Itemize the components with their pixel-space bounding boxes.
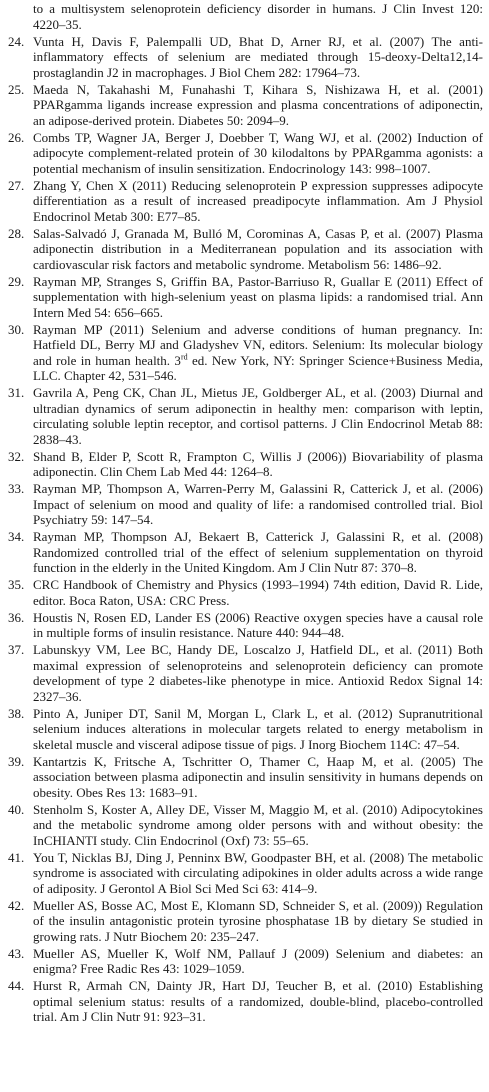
reference: 34. Rayman MP, Thompson AJ, Bekaert B, Ca… [8, 529, 483, 576]
reference-number: 31. [8, 385, 25, 400]
reference: 36. Houstis N, Rosen ED, Lander ES (2006)… [8, 610, 483, 641]
reference-text: Rayman MP, Thompson AJ, Bekaert B, Catte… [33, 529, 483, 576]
reference-list: to a multisystem selenoprotein deficienc… [8, 1, 483, 1025]
reference-number: 32. [8, 448, 25, 464]
reference-number: 42. [8, 897, 25, 913]
reference-text-part: Mueller AS, Mueller K, Wolf NM, Pallauf … [33, 945, 483, 977]
reference-number: 33. [8, 481, 25, 496]
reference-number: 38. [8, 705, 25, 721]
reference-continuation: to a multisystem selenoprotein deficienc… [33, 1, 483, 32]
superscript: rd [180, 352, 188, 362]
reference: 40. Stenholm S, Koster A, Alley DE, Visse… [8, 802, 483, 849]
reference-number: 28. [8, 225, 25, 241]
reference-text-part: Pinto A, Juniper DT, Sanil M, Morgan L, … [33, 705, 483, 752]
reference-text-part: Vunta H, Davis F, Palempalli UD, Bhat D,… [33, 33, 483, 80]
reference: 26. Combs TP, Wagner JA, Berger J, Doebbe… [8, 130, 483, 177]
reference-text-part: Kantartzis K, Fritsche A, Tschritter O, … [33, 753, 483, 800]
reference-number: 25. [8, 81, 25, 97]
reference-text: Rayman MP, Thompson A, Warren-Perry M, G… [33, 481, 483, 528]
reference-number: 43. [8, 945, 25, 961]
reference-number: 36. [8, 609, 25, 625]
reference-text: Kantartzis K, Fritsche A, Tschritter O, … [33, 754, 483, 801]
reference: 31. Gavrila A, Peng CK, Chan JL, Mietus J… [8, 385, 483, 447]
reference: 33. Rayman MP, Thompson A, Warren-Perry M… [8, 481, 483, 528]
reference: 43. Mueller AS, Mueller K, Wolf NM, Palla… [8, 946, 483, 977]
reference-text: Mueller AS, Mueller K, Wolf NM, Pallauf … [33, 946, 483, 977]
reference-text-part: Zhang Y, Chen X (2011) Reducing selenopr… [33, 177, 483, 224]
reference-number: 24. [8, 33, 25, 49]
reference-number: 26. [8, 129, 25, 145]
reference-number: 40. [8, 801, 25, 817]
reference-text: CRC Handbook of Chemistry and Physics (1… [33, 577, 483, 608]
reference-text: Vunta H, Davis F, Palempalli UD, Bhat D,… [33, 34, 483, 81]
reference-text-part: Shand B, Elder P, Scott R, Frampton C, W… [33, 448, 483, 480]
reference: 35. CRC Handbook of Chemistry and Physics… [8, 577, 483, 608]
reference-text: Rayman MP (2011) Selenium and adverse co… [33, 322, 483, 384]
reference-text-part: Rayman MP, Thompson A, Warren-Perry M, G… [33, 481, 483, 527]
reference-text: Houstis N, Rosen ED, Lander ES (2006) Re… [33, 610, 483, 641]
reference-text-part: Combs TP, Wagner JA, Berger J, Doebber T… [33, 129, 483, 176]
reference-text: Combs TP, Wagner JA, Berger J, Doebber T… [33, 130, 483, 177]
reference-number: 37. [8, 642, 25, 657]
reference-text-part: Maeda N, Takahashi M, Funahashi T, Kihar… [33, 81, 483, 128]
reference-text: Rayman MP, Stranges S, Griffin BA, Pasto… [33, 274, 483, 321]
reference-text: Mueller AS, Bosse AC, Most E, Klomann SD… [33, 898, 483, 945]
reference-number: 44. [8, 978, 25, 993]
reference-number: 41. [8, 849, 25, 865]
reference: 29. Rayman MP, Stranges S, Griffin BA, Pa… [8, 274, 483, 321]
reference: 32. Shand B, Elder P, Scott R, Frampton C… [8, 449, 483, 480]
reference: 41. You T, Nicklas BJ, Ding J, Penninx BW… [8, 850, 483, 897]
reference: 24. Vunta H, Davis F, Palempalli UD, Bhat… [8, 34, 483, 81]
reference: 38. Pinto A, Juniper DT, Sanil M, Morgan … [8, 706, 483, 753]
reference-text: Pinto A, Juniper DT, Sanil M, Morgan L, … [33, 706, 483, 753]
reference-number: 29. [8, 273, 25, 289]
reference: 28. Salas-Salvadó J, Granada M, Bulló M, … [8, 226, 483, 273]
reference-number: 30. [8, 321, 25, 337]
reference-text-part: You T, Nicklas BJ, Ding J, Penninx BW, G… [33, 849, 483, 896]
reference-text: Hurst R, Armah CN, Dainty JR, Hart DJ, T… [33, 978, 483, 1025]
reference-text: Gavrila A, Peng CK, Chan JL, Mietus JE, … [33, 385, 483, 447]
reference: 42. Mueller AS, Bosse AC, Most E, Klomann… [8, 898, 483, 945]
reference: 44. Hurst R, Armah CN, Dainty JR, Hart DJ… [8, 978, 483, 1025]
reference-text: Shand B, Elder P, Scott R, Frampton C, W… [33, 449, 483, 480]
reference-text: Stenholm S, Koster A, Alley DE, Visser M… [33, 802, 483, 849]
reference-text-part: Labunskyy VM, Lee BC, Handy DE, Loscalzo… [33, 642, 483, 704]
reference-text: Labunskyy VM, Lee BC, Handy DE, Loscalzo… [33, 642, 483, 704]
reference-text-part: Stenholm S, Koster A, Alley DE, Visser M… [33, 801, 483, 848]
reference-number: 34. [8, 529, 25, 544]
reference-text: Maeda N, Takahashi M, Funahashi T, Kihar… [33, 82, 483, 129]
reference: 25. Maeda N, Takahashi M, Funahashi T, Ki… [8, 82, 483, 129]
reference: 27. Zhang Y, Chen X (2011) Reducing selen… [8, 178, 483, 225]
reference-text-part: Gavrila A, Peng CK, Chan JL, Mietus JE, … [33, 385, 483, 447]
reference-number: 35. [8, 577, 25, 592]
reference-number: 39. [8, 753, 25, 769]
reference-text-part: Rayman MP, Stranges S, Griffin BA, Pasto… [33, 273, 483, 320]
reference-text: You T, Nicklas BJ, Ding J, Penninx BW, G… [33, 850, 483, 897]
reference-text-part: Mueller AS, Bosse AC, Most E, Klomann SD… [33, 897, 483, 944]
reference-text-part: Houstis N, Rosen ED, Lander ES (2006) Re… [33, 609, 483, 641]
reference: 39. Kantartzis K, Fritsche A, Tschritter … [8, 754, 483, 801]
reference-text-part: Rayman MP, Thompson AJ, Bekaert B, Catte… [33, 529, 483, 575]
reference-text: Zhang Y, Chen X (2011) Reducing selenopr… [33, 178, 483, 225]
reference-text-part: CRC Handbook of Chemistry and Physics (1… [33, 577, 483, 608]
reference-text-part: Salas-Salvadó J, Granada M, Bulló M, Cor… [33, 225, 483, 272]
reference-number: 27. [8, 177, 25, 193]
reference-text-part: Rayman MP (2011) Selenium and adverse co… [33, 321, 483, 368]
reference: 37. Labunskyy VM, Lee BC, Handy DE, Losca… [8, 642, 483, 704]
reference-text: Salas-Salvadó J, Granada M, Bulló M, Cor… [33, 226, 483, 273]
reference-text-part: ed. New York, NY: Springer Science+Busin… [33, 352, 483, 384]
reference-text-part: Hurst R, Armah CN, Dainty JR, Hart DJ, T… [33, 978, 483, 1024]
reference: 30. Rayman MP (2011) Selenium and adverse… [8, 322, 483, 384]
